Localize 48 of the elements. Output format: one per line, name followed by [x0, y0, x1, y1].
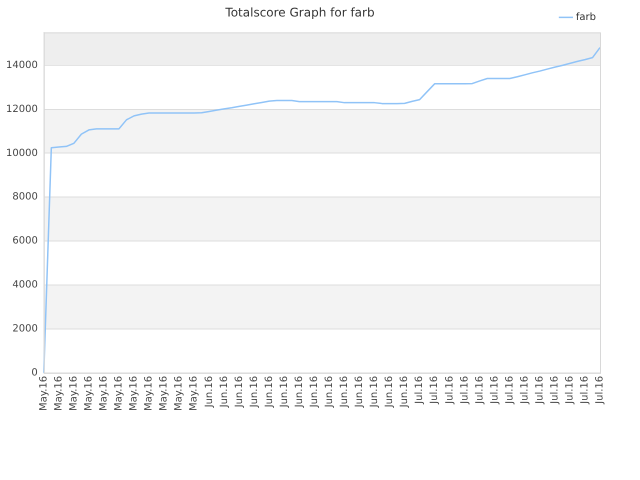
x-tick-label: Jul.16 — [549, 376, 560, 405]
y-tick-label: 14000 — [6, 60, 38, 71]
y-tick-label: 12000 — [6, 104, 38, 115]
x-tick-label: Jul.16 — [459, 376, 470, 405]
x-tick-label: May.16 — [128, 376, 140, 412]
x-tick-label: May.16 — [188, 376, 200, 412]
x-tick-label: Jun.16 — [248, 376, 260, 408]
y-tick-label: 6000 — [12, 236, 38, 247]
x-tick-label: Jun.16 — [339, 376, 350, 408]
x-tick-label: Jul.16 — [504, 376, 516, 405]
x-tick-label: Jul.16 — [594, 376, 606, 405]
x-tick-label: Jul.16 — [519, 376, 530, 405]
y-tick-label: 8000 — [12, 192, 38, 203]
x-tick-label: Jun.16 — [399, 376, 410, 408]
y-tick-label: 10000 — [6, 148, 38, 159]
x-tick-label: Jun.16 — [278, 376, 290, 408]
x-tick-label: Jul.16 — [534, 376, 546, 405]
x-tick-label: Jun.16 — [218, 376, 230, 408]
x-tick-label: Jul.16 — [489, 376, 500, 405]
x-tick-label: May.16 — [114, 376, 125, 412]
x-tick-label: May.16 — [38, 376, 50, 412]
x-tick-label: Jun.16 — [354, 376, 366, 408]
x-tick-label: Jul.16 — [580, 376, 591, 405]
x-tick-label: May.16 — [144, 376, 155, 412]
x-tick-label: May.16 — [68, 376, 80, 412]
x-tick-label: May.16 — [98, 376, 110, 412]
x-tick-label: Jun.16 — [324, 376, 336, 408]
y-tick-label: 4000 — [12, 280, 38, 291]
chart-title: Totalscore Graph for farb — [224, 5, 375, 20]
x-tick-label: May.16 — [84, 376, 94, 412]
x-tick-label: Jun.16 — [204, 376, 215, 408]
x-tick-label: Jun.16 — [294, 376, 305, 408]
x-tick-label: Jun.16 — [264, 376, 275, 408]
x-tick-label: Jul.16 — [474, 376, 486, 405]
x-tick-label: May.16 — [53, 376, 64, 412]
x-tick-label: Jun.16 — [369, 376, 380, 408]
legend-label: farb — [576, 12, 596, 23]
x-tick-label: Jul.16 — [429, 376, 440, 405]
x-tick-label: Jun.16 — [234, 376, 245, 408]
x-tick-label: May.16 — [174, 376, 185, 412]
x-tick-label: Jul.16 — [414, 376, 426, 405]
x-tick-label: Jun.16 — [384, 376, 396, 408]
x-tick-label: Jul.16 — [564, 376, 576, 405]
x-tick-label: Jul.16 — [444, 376, 456, 405]
x-tick-label: Jun.16 — [308, 376, 320, 408]
y-tick-label: 0 — [31, 367, 38, 378]
y-tick-label: 2000 — [12, 324, 38, 335]
x-tick-label: May.16 — [158, 376, 170, 412]
